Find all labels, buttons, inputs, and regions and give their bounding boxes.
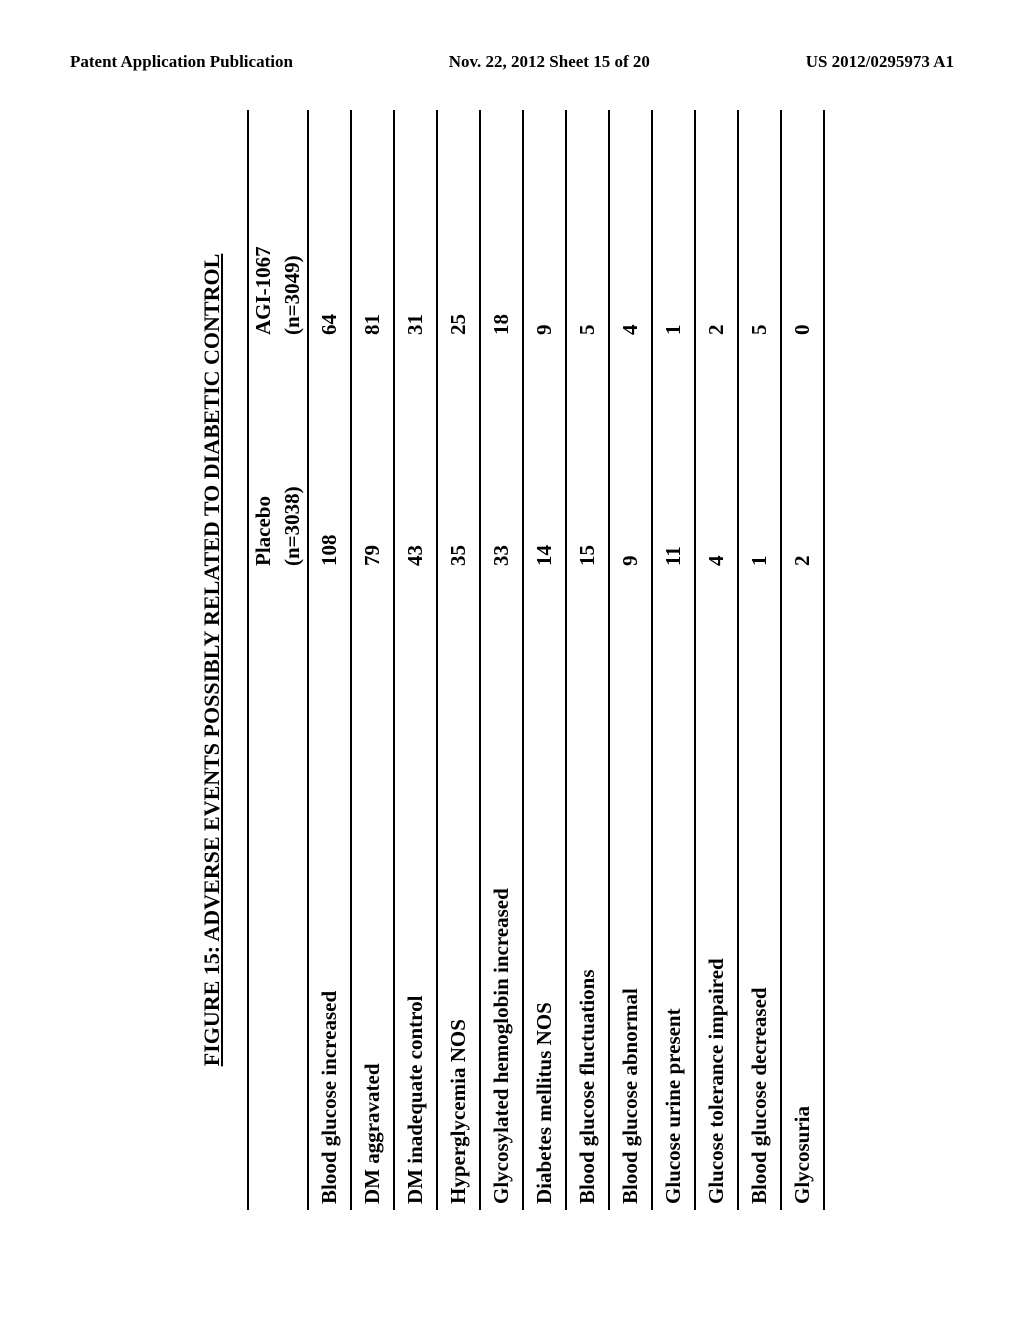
table-row: Blood glucose fluctuations 15 5 (566, 110, 609, 1210)
col-subheader-agi-n: (n=3049) (278, 110, 308, 341)
adverse-events-table: Placebo AGI-1067 (n=3038) (n=3049) Blood… (247, 110, 825, 1210)
agi-cell: 5 (738, 110, 781, 341)
event-cell: Diabetes mellitus NOS (523, 572, 566, 1210)
table-row: Hyperglycemia NOS 35 25 (437, 110, 480, 1210)
table-row: Glycosylated hemoglobin increased 33 18 (480, 110, 523, 1210)
table-row: Blood glucose decreased 1 5 (738, 110, 781, 1210)
agi-cell: 25 (437, 110, 480, 341)
header-right: US 2012/0295973 A1 (806, 52, 954, 72)
agi-cell: 18 (480, 110, 523, 341)
table-row: Diabetes mellitus NOS 14 9 (523, 110, 566, 1210)
header-left: Patent Application Publication (70, 52, 293, 72)
placebo-cell: 4 (695, 341, 738, 572)
agi-cell: 81 (351, 110, 394, 341)
table-body: Blood glucose increased 108 64 DM aggrav… (308, 110, 824, 1210)
placebo-cell: 79 (351, 341, 394, 572)
placebo-cell: 14 (523, 341, 566, 572)
event-cell: Blood glucose fluctuations (566, 572, 609, 1210)
table-row: Glucose urine present 11 1 (652, 110, 695, 1210)
event-cell: Glycosuria (781, 572, 824, 1210)
event-cell: Blood glucose decreased (738, 572, 781, 1210)
event-cell: Blood glucose increased (308, 572, 351, 1210)
event-cell: DM aggravated (351, 572, 394, 1210)
table-row: Blood glucose abnormal 9 4 (609, 110, 652, 1210)
agi-cell: 9 (523, 110, 566, 341)
placebo-cell: 9 (609, 341, 652, 572)
placebo-cell: 15 (566, 341, 609, 572)
placebo-cell: 108 (308, 341, 351, 572)
agi-cell: 5 (566, 110, 609, 341)
figure-content: FIGURE 15: ADVERSE EVENTS POSSIBLY RELAT… (199, 110, 825, 1210)
table-row: Glucose tolerance impaired 4 2 (695, 110, 738, 1210)
table-row: DM aggravated 79 81 (351, 110, 394, 1210)
agi-cell: 1 (652, 110, 695, 341)
placebo-cell: 43 (394, 341, 437, 572)
event-cell: DM inadequate control (394, 572, 437, 1210)
col-header-placebo: Placebo (248, 341, 278, 572)
agi-cell: 2 (695, 110, 738, 341)
event-cell: Glycosylated hemoglobin increased (480, 572, 523, 1210)
page-header: Patent Application Publication Nov. 22, … (0, 52, 1024, 72)
placebo-cell: 2 (781, 341, 824, 572)
col-header-event (248, 572, 278, 1210)
agi-cell: 64 (308, 110, 351, 341)
col-header-agi: AGI-1067 (248, 110, 278, 341)
event-cell: Hyperglycemia NOS (437, 572, 480, 1210)
table-row: DM inadequate control 43 31 (394, 110, 437, 1210)
event-cell: Glucose urine present (652, 572, 695, 1210)
table-row: Blood glucose increased 108 64 (308, 110, 351, 1210)
agi-cell: 0 (781, 110, 824, 341)
figure-title: FIGURE 15: ADVERSE EVENTS POSSIBLY RELAT… (199, 110, 225, 1210)
placebo-cell: 1 (738, 341, 781, 572)
agi-cell: 4 (609, 110, 652, 341)
event-cell: Blood glucose abnormal (609, 572, 652, 1210)
agi-cell: 31 (394, 110, 437, 341)
placebo-cell: 11 (652, 341, 695, 572)
event-cell: Glucose tolerance impaired (695, 572, 738, 1210)
col-subheader-event (278, 572, 308, 1210)
table-row: Glycosuria 2 0 (781, 110, 824, 1210)
col-subheader-placebo-n: (n=3038) (278, 341, 308, 572)
header-center: Nov. 22, 2012 Sheet 15 of 20 (449, 52, 650, 72)
placebo-cell: 33 (480, 341, 523, 572)
placebo-cell: 35 (437, 341, 480, 572)
